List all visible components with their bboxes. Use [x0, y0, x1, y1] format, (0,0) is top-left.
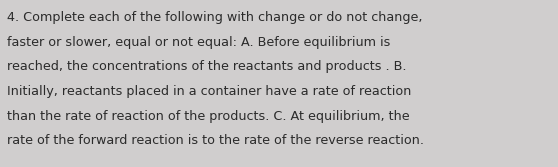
- Text: 4. Complete each of the following with change or do not change,: 4. Complete each of the following with c…: [7, 11, 422, 24]
- Text: reached, the concentrations of the reactants and products . B.: reached, the concentrations of the react…: [7, 60, 406, 73]
- Text: faster or slower, equal or not equal: A. Before equilibrium is: faster or slower, equal or not equal: A.…: [7, 36, 390, 49]
- Text: Initially, reactants placed in a container have a rate of reaction: Initially, reactants placed in a contain…: [7, 85, 411, 98]
- Text: rate of the forward reaction is to the rate of the reverse reaction.: rate of the forward reaction is to the r…: [7, 134, 424, 147]
- Text: than the rate of reaction of the products. C. At equilibrium, the: than the rate of reaction of the product…: [7, 110, 410, 123]
